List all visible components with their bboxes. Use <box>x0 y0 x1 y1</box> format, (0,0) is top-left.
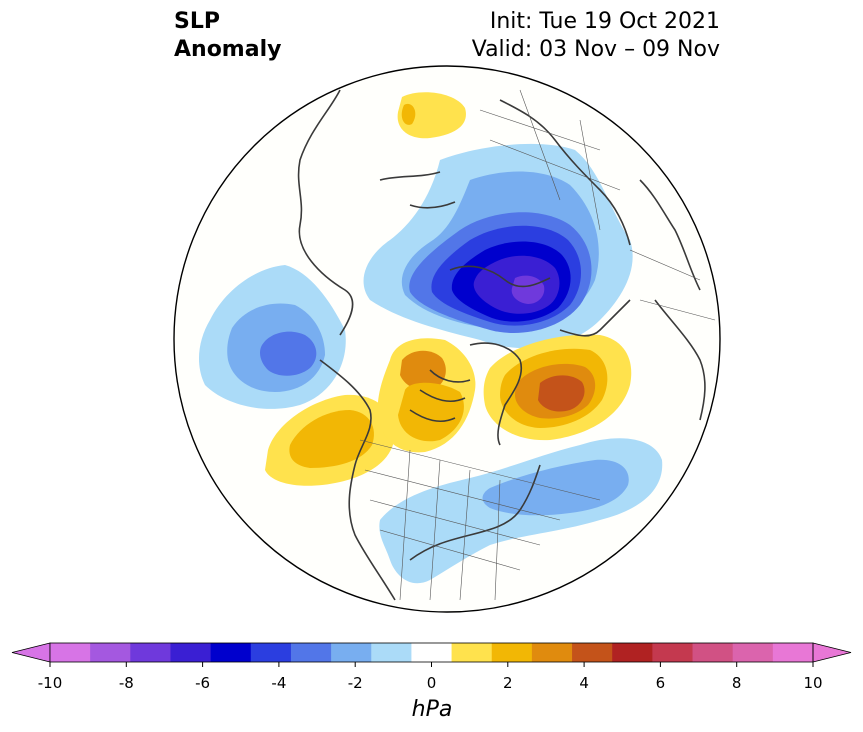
title-line-2: Anomaly <box>174 37 282 62</box>
colorbar-tick-label: -4 <box>271 674 286 692</box>
contour-arctic-low-7 <box>511 275 545 304</box>
political-borders <box>359 89 716 601</box>
title-line-1: SLP <box>174 9 220 34</box>
colorbar-bin <box>210 643 252 662</box>
colorbar-bin <box>572 643 613 662</box>
colorbar-tick-label: -6 <box>195 674 210 692</box>
coastlines <box>297 89 706 601</box>
colorbar-bin <box>290 643 332 662</box>
contour-greenland-high-4 <box>538 375 585 412</box>
colorbar-bin <box>90 643 131 662</box>
valid-period: Init: Tue 19 Oct 2021 Valid: 03 Nov – 09… <box>472 8 720 64</box>
colorbar-bin <box>411 643 453 662</box>
valid-date: Valid: 03 Nov – 09 Nov <box>471 37 720 62</box>
colorbar-unit-label: hPa <box>412 697 453 722</box>
contour-alaska-high-2 <box>289 410 374 468</box>
colorbar-bin <box>491 643 533 662</box>
colorbar-bin <box>331 643 372 662</box>
colorbar-tick-label: 4 <box>579 674 589 692</box>
colorbar-extend-low <box>11 642 51 663</box>
colorbar-tick-label: 2 <box>503 674 513 692</box>
colorbar-bin <box>50 643 91 662</box>
contour-atlantic-low-2 <box>482 459 629 516</box>
globe-border <box>173 65 721 613</box>
colorbar-tick-label: -10 <box>38 674 63 692</box>
contour-siberia-high-2 <box>401 103 416 125</box>
colorbar-ticks: -10 -8 -6 -4 -2 0 2 4 6 8 10 <box>38 662 823 692</box>
contour-pacific-low-3 <box>260 331 317 376</box>
contour-hudson-high-2 <box>400 350 446 391</box>
colorbar-bins <box>11 642 852 663</box>
colorbar-tick-label: 10 <box>803 674 822 692</box>
colorbar-bin <box>250 643 292 662</box>
colorbar-tick-label: -2 <box>348 674 363 692</box>
colorbar-bin <box>732 643 774 662</box>
colorbar-bin <box>692 643 734 662</box>
anomaly-contours <box>198 92 663 584</box>
colorbar-bin <box>130 643 171 662</box>
colorbar-extend-high <box>812 642 852 663</box>
colorbar-tick-label: 6 <box>656 674 666 692</box>
contour-hudson-high-3 <box>398 382 464 442</box>
colorbar-bin <box>652 643 694 662</box>
colorbar-bin <box>170 643 212 662</box>
slp-anomaly-map <box>173 65 721 613</box>
colorbar-bin <box>371 643 412 662</box>
colorbar-bin <box>531 643 573 662</box>
init-date: Init: Tue 19 Oct 2021 <box>489 9 720 34</box>
colorbar-tick-label: 8 <box>732 674 742 692</box>
colorbar-bin <box>772 643 814 662</box>
colorbar-bin <box>612 643 653 662</box>
colorbar-bin <box>451 643 493 662</box>
contour-siberia-high-1 <box>397 92 466 139</box>
map-title: SLP Anomaly <box>174 8 281 64</box>
colorbar-tick-label: 0 <box>427 674 437 692</box>
colorbar-tick-label: -8 <box>119 674 134 692</box>
